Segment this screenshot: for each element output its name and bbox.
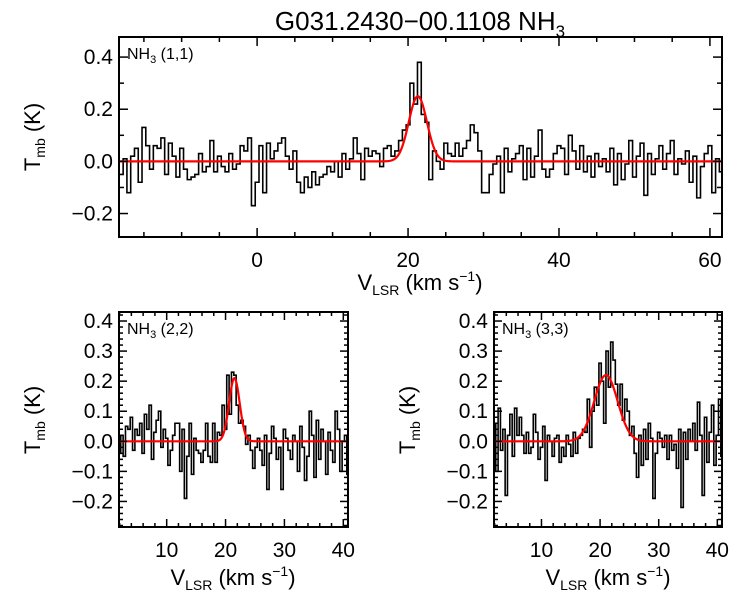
y-axis-label: Tmb (K): [20, 103, 48, 171]
y-tick-label: 0.0: [84, 150, 113, 173]
x-tick-label: 0: [251, 249, 263, 272]
axis-label-superscript: −1: [459, 268, 475, 284]
label-text: (2,2): [156, 321, 193, 338]
spectrum-panel-3: 10 20 30 40 −0.2 −0.1 0.0 0.1 0.2 0.3 0.4 NH3 (3,3)…: [395, 310, 729, 593]
x-tick-label: 40: [547, 249, 570, 272]
y-tick-label: 0.4: [459, 310, 489, 333]
y-tick-label: 0.1: [84, 400, 113, 423]
x-axis-label: VLSR (km s−1): [357, 268, 482, 298]
label-text: NH: [127, 321, 150, 338]
axis-label-text: (K): [395, 386, 420, 421]
axis-label-text: T: [20, 158, 45, 171]
y-tick-label: −0.2: [72, 203, 113, 226]
transition-label: NH3 (3,3): [502, 321, 569, 341]
axis-label-text: (km s: [399, 270, 459, 295]
x-tick-label: 40: [706, 539, 729, 562]
x-tick-label: 30: [273, 539, 296, 562]
label-text: NH: [127, 46, 150, 63]
axis-label-subscript: LSR: [372, 282, 399, 298]
gaussian-fit-line: [494, 374, 722, 443]
label-text: (3,3): [531, 321, 568, 338]
y-tick-label: 0.2: [84, 98, 113, 121]
axis-label-subscript: mb: [407, 421, 423, 441]
y-axis-label: Tmb (K): [20, 386, 48, 454]
spectrum-line: [119, 371, 348, 500]
y-tick-label: 0.3: [459, 340, 488, 363]
y-tick-label: −0.1: [72, 460, 113, 483]
axis-label-text: (km s: [212, 565, 272, 590]
axis-label-subscript: LSR: [185, 577, 212, 593]
y-tick-label: 0.2: [459, 370, 488, 393]
x-tick-label: 20: [588, 539, 611, 562]
y-tick-label: 0.4: [84, 46, 114, 69]
x-tick-label: 20: [214, 539, 237, 562]
label-subscript: 3: [150, 329, 156, 341]
y-tick-label: 0.1: [459, 400, 488, 423]
label-text: NH: [502, 321, 525, 338]
axis-label-text: (K): [20, 103, 45, 138]
y-tick-label: 0.4: [84, 310, 114, 333]
figure-title: G031.2430−00.1108 NH3: [275, 6, 565, 41]
spectrum-line: [119, 61, 722, 207]
x-axis-label: VLSR (km s−1): [170, 563, 295, 593]
axis-label-text: ): [475, 270, 482, 295]
plot-frame: [118, 311, 349, 528]
transition-label: NH3 (2,2): [127, 321, 194, 341]
x-tick-label: 30: [647, 539, 670, 562]
y-tick-label: −0.2: [72, 490, 113, 513]
transition-label: NH3 (1,1): [127, 46, 194, 66]
label-text: (1,1): [156, 46, 193, 63]
y-tick-label: 0.2: [84, 370, 113, 393]
x-tick-label: 20: [396, 249, 419, 272]
axis-label-text: V: [545, 565, 560, 590]
y-tick-label: 0.3: [84, 340, 113, 363]
axis-label-text: ): [288, 565, 295, 590]
plot-frame: [493, 311, 723, 528]
x-tick-label: 60: [698, 249, 721, 272]
axis-label-subscript: mb: [32, 138, 48, 158]
y-tick-label: −0.2: [447, 490, 488, 513]
spectrum-panel-2: 10 20 30 40 −0.2 −0.1 0.0 0.1 0.2 0.3 0.4 NH3 (2,2)…: [20, 310, 355, 593]
axis-label-text: V: [357, 270, 372, 295]
y-tick-label: 0.0: [459, 430, 488, 453]
x-tick-label: 10: [530, 539, 553, 562]
axis-label-text: V: [170, 565, 185, 590]
axis-label-text: T: [20, 441, 45, 454]
axis-label-text: (K): [20, 386, 45, 421]
axis-label-subscript: mb: [32, 421, 48, 441]
plot-frame: [118, 36, 723, 238]
axis-label-superscript: −1: [272, 563, 288, 579]
x-tick-label: 10: [155, 539, 178, 562]
gaussian-fit-line: [119, 376, 348, 443]
x-axis-label: VLSR (km s−1): [545, 563, 670, 593]
spectrum-panel-1: 0 20 40 60 −0.2 0.0 0.2 0.4 NH3 (1,1) VLSR (km s−…: [20, 36, 723, 298]
spectrum-line: [494, 341, 722, 509]
label-subscript: 3: [525, 329, 531, 341]
label-subscript: 3: [150, 54, 156, 66]
x-tick-label: 40: [332, 539, 355, 562]
y-axis-label: Tmb (K): [395, 386, 423, 454]
y-tick-label: 0.0: [84, 430, 113, 453]
axis-label-superscript: −1: [647, 563, 663, 579]
y-tick-label: −0.1: [447, 460, 488, 483]
axis-label-text: T: [395, 441, 420, 454]
axis-label-text: ): [663, 565, 670, 590]
axis-label-subscript: LSR: [560, 577, 587, 593]
axis-label-text: (km s: [587, 565, 647, 590]
gaussian-fit-line: [119, 95, 722, 163]
